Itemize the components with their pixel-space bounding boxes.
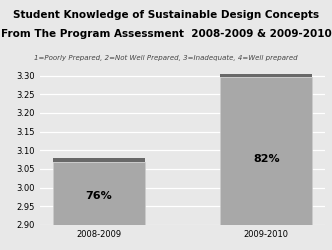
Bar: [53, 158, 145, 162]
Text: 1=Poorly Prepared, 2=Not Well Prepared, 3=Inadequate, 4=Well prepared: 1=Poorly Prepared, 2=Not Well Prepared, …: [34, 54, 298, 61]
Bar: [220, 74, 312, 78]
Text: 76%: 76%: [86, 192, 112, 202]
Bar: [53, 162, 145, 225]
Text: 82%: 82%: [253, 154, 280, 164]
Text: From The Program Assessment  2008-2009 & 2009-2010: From The Program Assessment 2008-2009 & …: [1, 30, 331, 40]
Text: Student Knowledge of Sustainable Design Concepts: Student Knowledge of Sustainable Design …: [13, 10, 319, 20]
Bar: [220, 78, 312, 225]
